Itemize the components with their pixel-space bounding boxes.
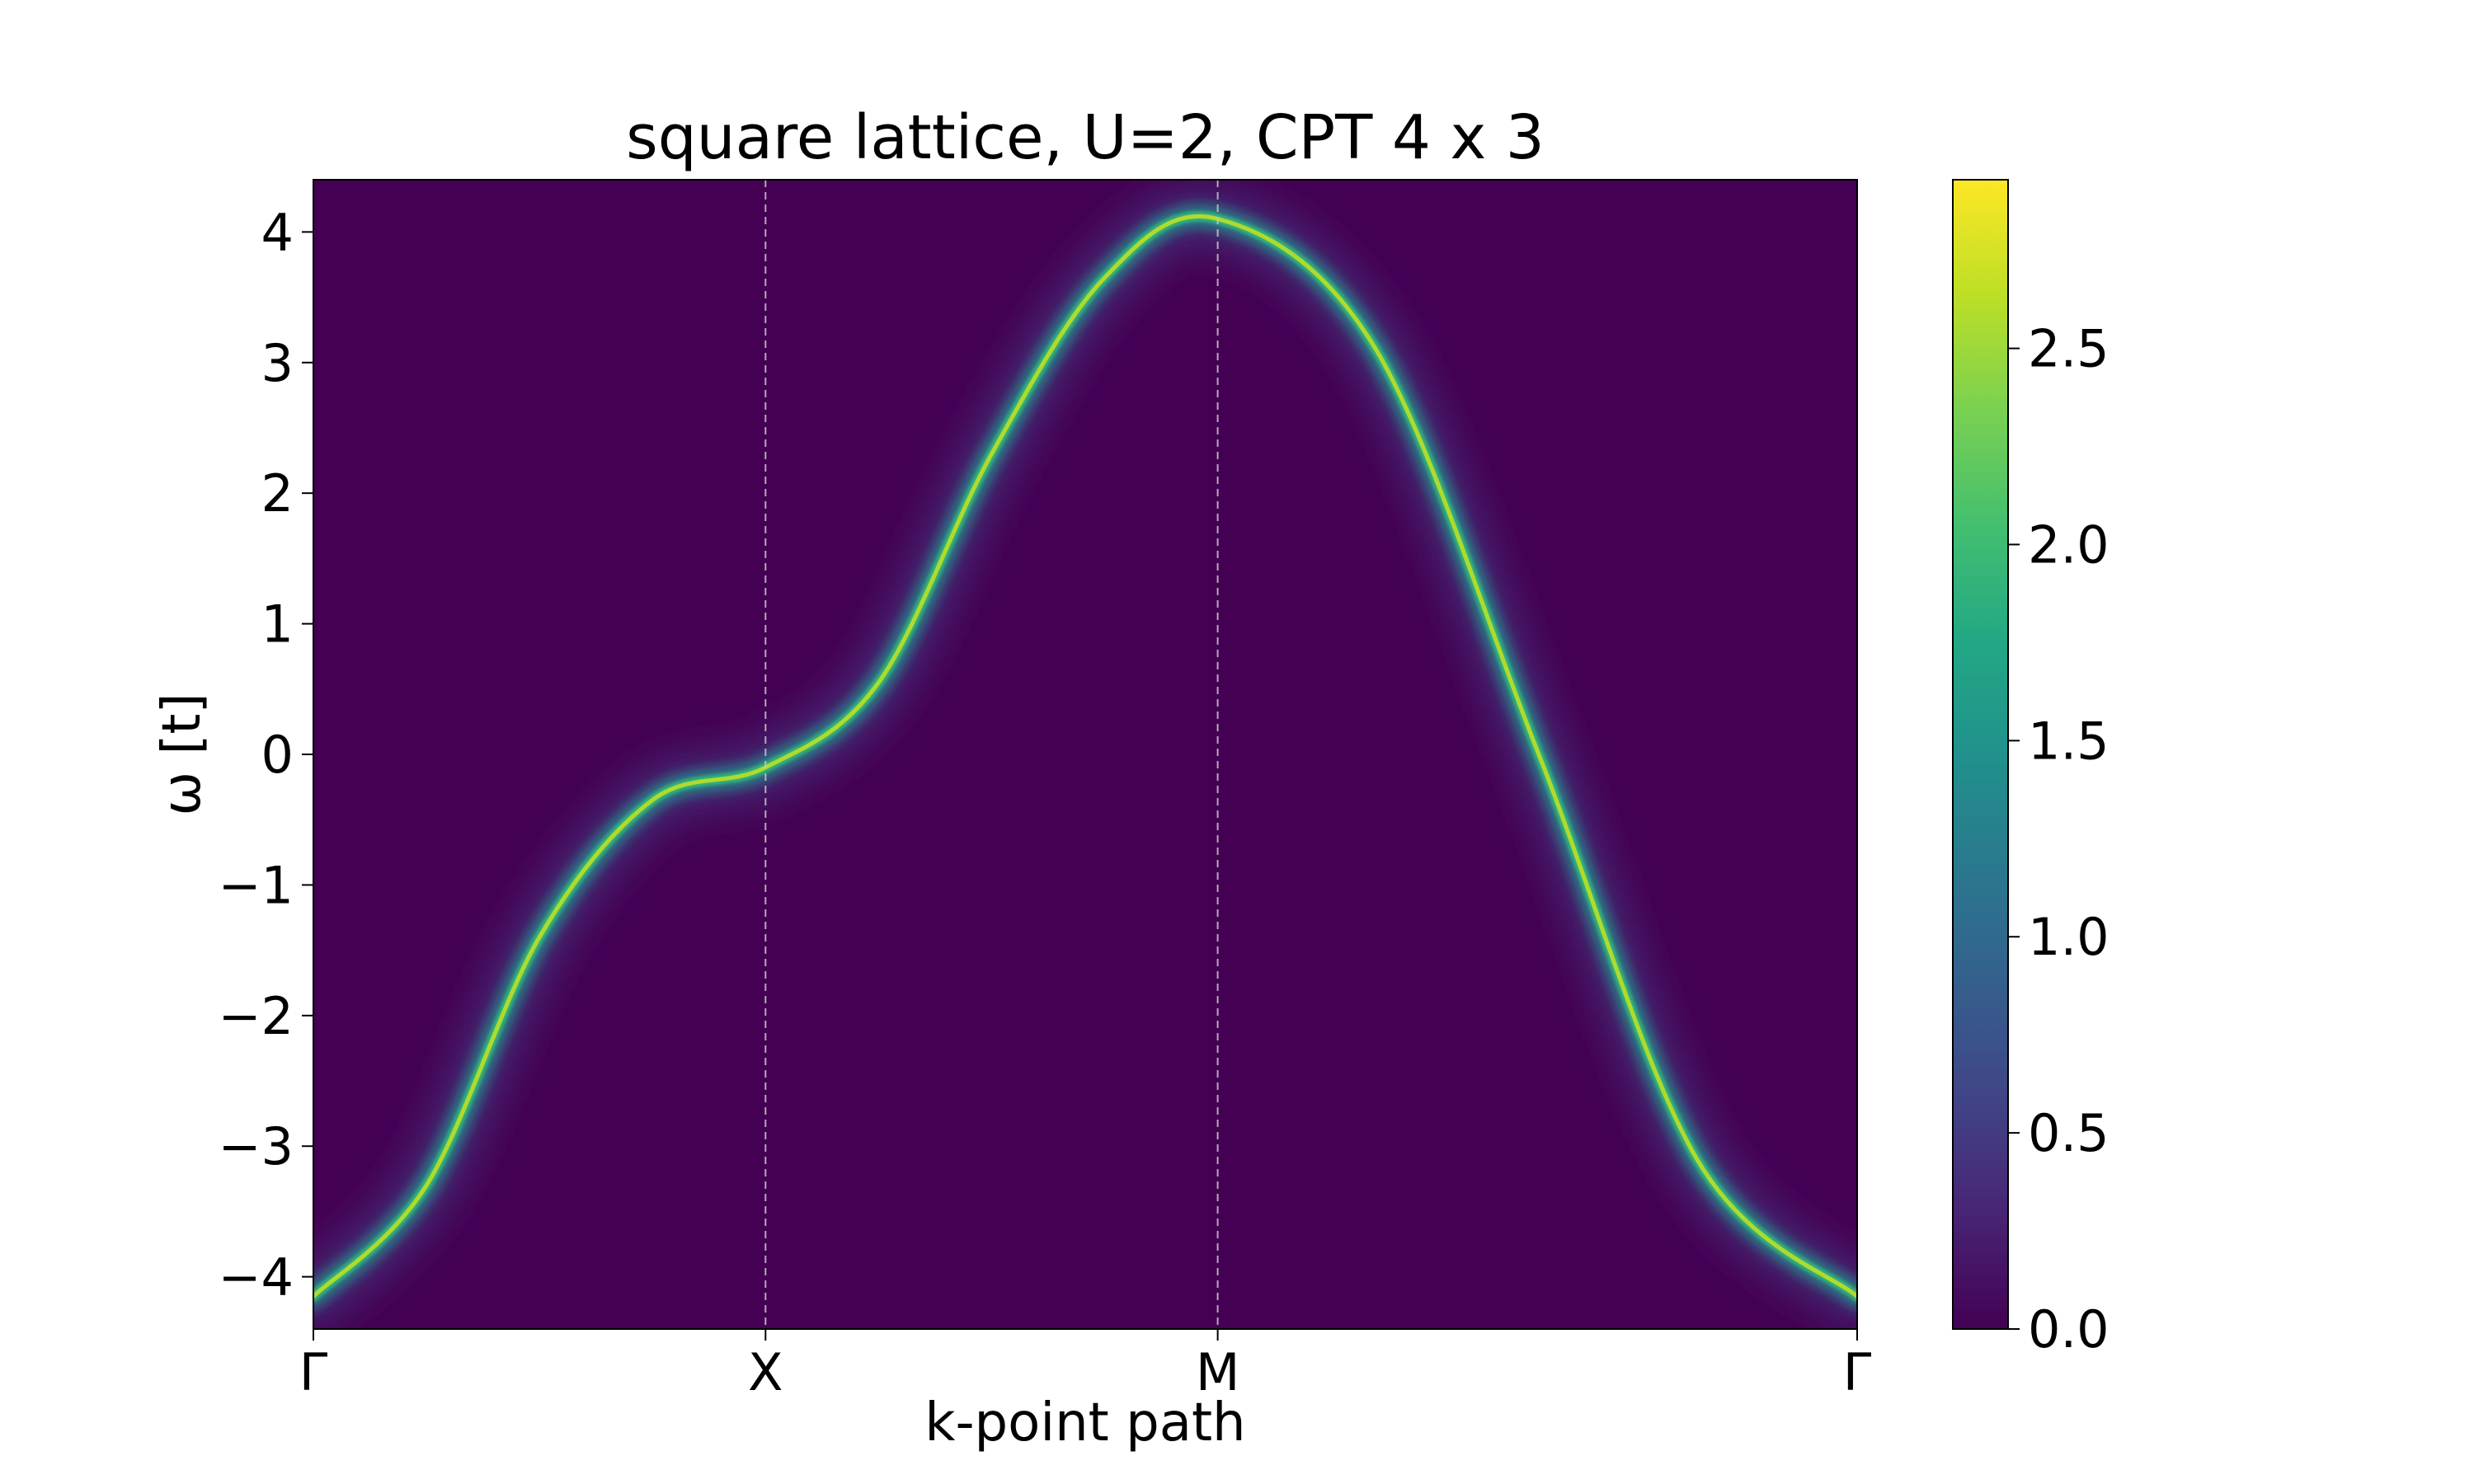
colorbar-tick-label: 0.0 — [2028, 1299, 2109, 1360]
y-axis-label: ω [t] — [152, 693, 213, 816]
y-tick-label: −2 — [219, 986, 294, 1046]
y-tick-label: 3 — [261, 333, 294, 393]
colorbar-ticks: 0.0 0.5 1.0 1.5 2.0 2.5 — [2008, 319, 2109, 1360]
x-tick-label: M — [1196, 1342, 1240, 1402]
plot-area — [313, 180, 1857, 1329]
y-tick-label: 2 — [261, 463, 294, 524]
y-tick-label: 0 — [261, 725, 294, 785]
y-tick-label: −4 — [219, 1247, 294, 1308]
y-axis: −4 −3 −2 −1 0 1 2 3 4 — [219, 202, 313, 1308]
x-tick-label: Γ — [299, 1342, 328, 1402]
x-tick-label: X — [748, 1342, 783, 1402]
colorbar-tick-label: 1.5 — [2028, 711, 2109, 771]
high-symmetry-lines — [313, 180, 1857, 1329]
x-tick-label: Γ — [1843, 1342, 1872, 1402]
colorbar-tick-label: 2.0 — [2028, 514, 2109, 575]
chart-title: square lattice, U=2, CPT 4 x 3 — [626, 102, 1545, 173]
y-tick-label: −1 — [219, 855, 294, 915]
colorbar-gradient — [1952, 179, 2009, 1330]
colorbar-tick-label: 2.5 — [2028, 319, 2109, 379]
colorbar-tick-label: 1.0 — [2028, 907, 2109, 967]
y-tick-label: 1 — [261, 594, 294, 655]
colorbar-tick-label: 0.5 — [2028, 1103, 2109, 1163]
y-tick-label: 4 — [261, 202, 294, 262]
spectral-band — [313, 187, 1857, 1326]
colorbar: 0.0 0.5 1.0 1.5 2.0 2.5 — [1952, 179, 2109, 1360]
y-tick-label: −3 — [219, 1116, 294, 1176]
x-axis-label: k-point path — [924, 1392, 1245, 1453]
heatmap-background — [313, 180, 1857, 1329]
band-core — [313, 214, 1857, 1298]
